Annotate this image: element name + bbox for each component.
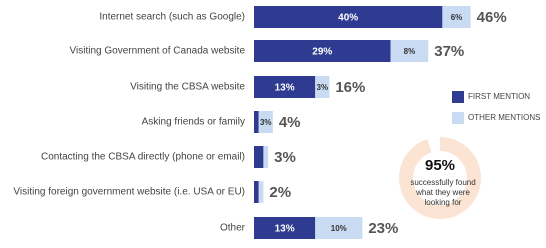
category-label: Visiting the CBSA website xyxy=(130,82,245,93)
bar-segment xyxy=(254,40,391,62)
donut-annotation: successfully found xyxy=(410,178,475,187)
value-label: 40% xyxy=(338,13,358,24)
donut-segment xyxy=(427,137,441,153)
category-label: Other xyxy=(220,223,246,234)
total-label: 16% xyxy=(335,79,365,96)
total-label: 23% xyxy=(368,220,398,237)
bar-segment xyxy=(254,181,259,203)
donut-segment xyxy=(399,137,481,219)
legend-label: OTHER MENTIONS xyxy=(468,113,540,122)
value-label: 10% xyxy=(331,224,347,233)
bar-segment xyxy=(442,6,471,28)
bar-segment xyxy=(390,40,429,62)
value-label: 8% xyxy=(404,47,416,56)
bar-segment xyxy=(254,146,264,168)
donut-annotation: what they were xyxy=(415,188,470,197)
value-label: 13% xyxy=(275,83,295,94)
bar-segment xyxy=(315,217,363,239)
category-label: Visiting foreign government website (i.e… xyxy=(13,187,245,198)
legend-swatch xyxy=(452,112,464,124)
total-label: 46% xyxy=(477,9,507,26)
total-label: 2% xyxy=(269,184,291,201)
value-label: 3% xyxy=(260,118,272,127)
value-label: 6% xyxy=(451,13,463,22)
value-label: 13% xyxy=(275,224,295,235)
bar-segment xyxy=(254,111,259,133)
bar-segment xyxy=(263,146,269,168)
bar-segment xyxy=(254,6,443,28)
category-label: Internet search (such as Google) xyxy=(99,12,245,23)
bar-segment xyxy=(254,217,316,239)
value-label: 3% xyxy=(317,83,329,92)
bar-segment xyxy=(254,76,316,98)
total-label: 37% xyxy=(434,43,464,60)
category-label: Contacting the CBSA directly (phone or e… xyxy=(41,152,245,163)
donut-annotation: looking for xyxy=(425,198,462,207)
bar-segment xyxy=(258,111,273,133)
total-label: 3% xyxy=(274,149,296,166)
category-label: Visiting Government of Canada website xyxy=(70,46,246,57)
total-label: 4% xyxy=(279,114,301,131)
bar-segment xyxy=(315,76,330,98)
legend-swatch xyxy=(452,91,464,103)
donut-value-label: 95% xyxy=(425,157,455,174)
value-label: 29% xyxy=(312,47,332,58)
category-label: Asking friends or family xyxy=(142,117,245,128)
legend-label: FIRST MENTION xyxy=(468,92,530,101)
bar-segment xyxy=(258,181,264,203)
